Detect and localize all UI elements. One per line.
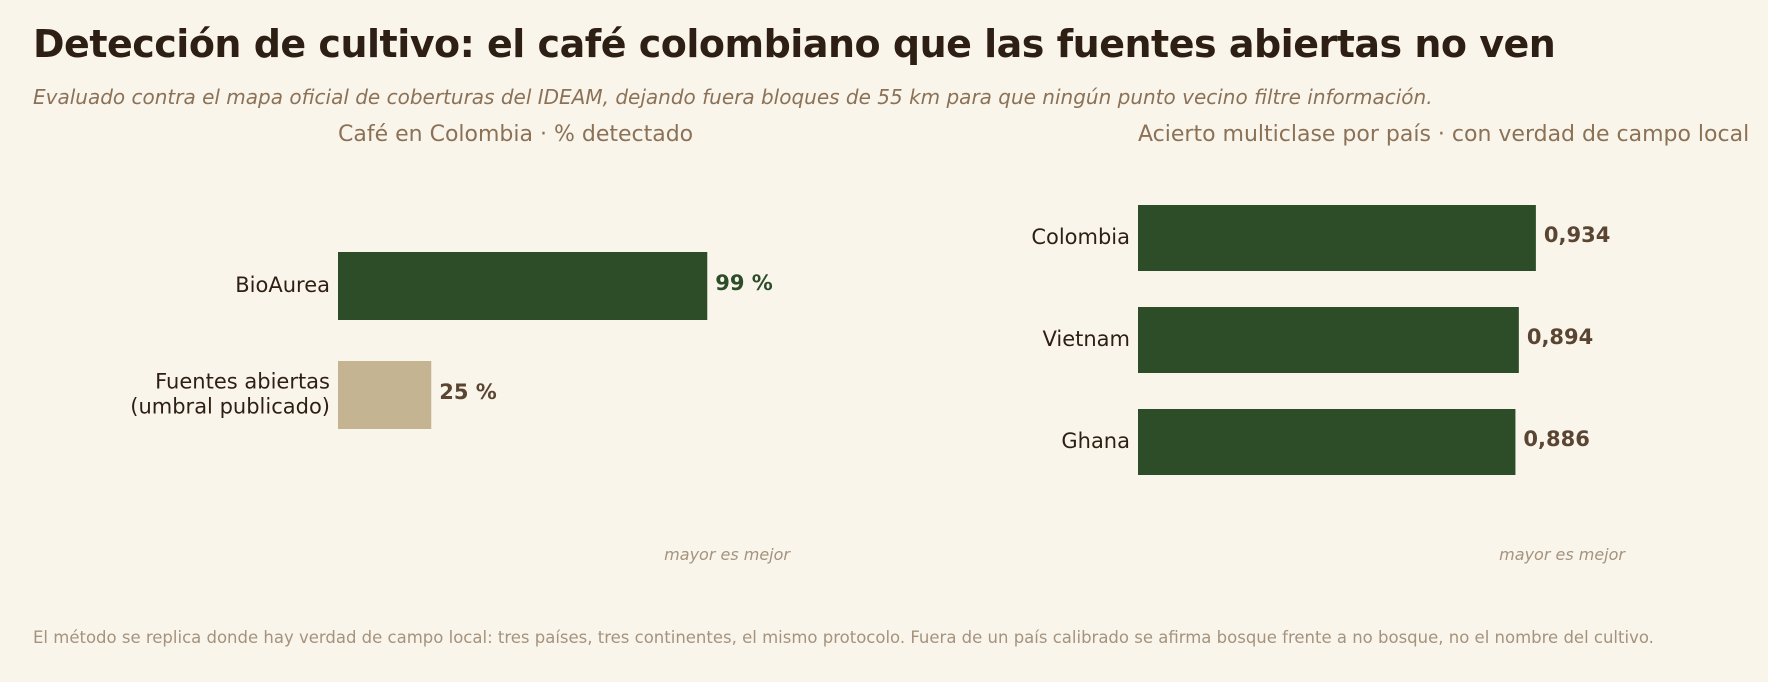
value-label-1-0: 0,934: [1544, 223, 1610, 247]
category-label-1-2: Ghana: [1061, 429, 1130, 453]
chart-subtitle: Evaluado contra el mapa oficial de cober…: [33, 85, 1433, 109]
value-label-1-2: 0,886: [1523, 427, 1589, 451]
bar-1-2: [1138, 409, 1516, 475]
bar-0-1: [338, 361, 432, 429]
left-panel-title: Café en Colombia · % detectado: [338, 122, 694, 147]
category-label-0-0: BioAurea: [235, 273, 330, 297]
note-better-1: mayor es mejor: [1499, 545, 1626, 564]
category-label-1-1: Vietnam: [1042, 327, 1130, 351]
right-panel-title: Acierto multiclase por país · con verdad…: [1138, 122, 1750, 147]
bar-1-1: [1138, 307, 1519, 373]
note-better-0: mayor es mejor: [664, 545, 791, 564]
value-label-0-0: 99 %: [715, 271, 773, 295]
value-label-0-1: 25 %: [439, 380, 497, 404]
chart-title: Detección de cultivo: el café colombiano…: [33, 22, 1556, 66]
footer-note: El método se replica donde hay verdad de…: [33, 628, 1654, 647]
value-label-1-1: 0,894: [1527, 325, 1593, 349]
category-label-0-1: Fuentes abiertas (umbral publicado): [130, 370, 330, 419]
bar-1-0: [1138, 205, 1536, 271]
category-label-1-0: Colombia: [1031, 225, 1130, 249]
bar-0-0: [338, 252, 708, 320]
